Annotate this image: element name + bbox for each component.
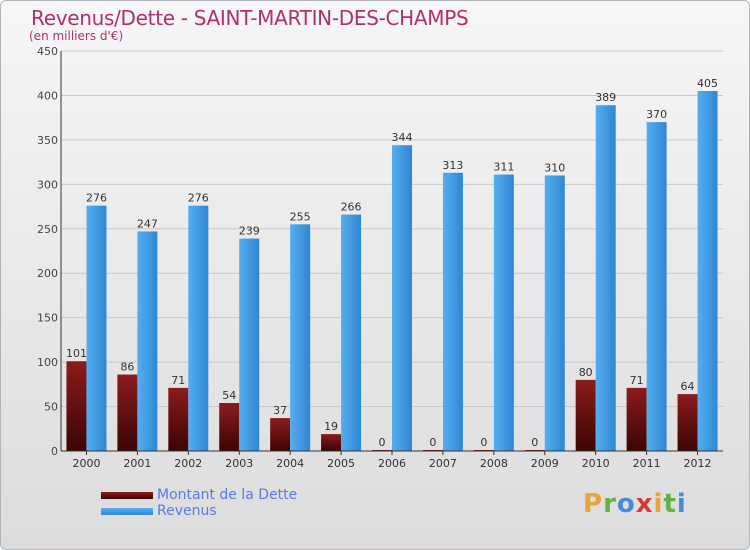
chart-subtitle: (en milliers d'€) (29, 29, 124, 43)
x-tick-label: 2002 (174, 457, 202, 470)
legend-label-debt: Montant de la Dette (157, 487, 298, 503)
data-label-debt: 71 (171, 374, 185, 387)
bar-revenue (188, 205, 209, 451)
x-tick-label: 2008 (480, 457, 508, 470)
legend-label-revenue: Revenus (157, 503, 217, 519)
bar-revenue (290, 224, 311, 451)
bar-debt (575, 379, 596, 451)
bar-revenue (86, 205, 107, 451)
y-tick-label: 150 (37, 312, 58, 325)
data-label-revenue: 266 (341, 201, 362, 214)
data-label-debt: 86 (120, 361, 134, 374)
bar-revenue (595, 105, 616, 451)
logo-letter: x (635, 489, 654, 519)
logo-letter: o (616, 489, 636, 519)
y-tick-label: 250 (37, 223, 58, 236)
data-label-revenue: 247 (137, 217, 158, 230)
x-tick-label: 2003 (225, 457, 253, 470)
data-label-revenue: 276 (86, 192, 107, 205)
bar-debt (626, 387, 647, 451)
bar-debt (321, 434, 342, 451)
x-tick-label: 2001 (123, 457, 151, 470)
x-tick-label: 2011 (633, 457, 661, 470)
x-tick-label: 2005 (327, 457, 355, 470)
y-tick-label: 50 (44, 401, 58, 414)
data-label-revenue: 370 (646, 108, 667, 121)
data-label-revenue: 255 (290, 210, 311, 223)
data-label-debt: 54 (222, 389, 236, 402)
data-label-revenue: 310 (544, 161, 565, 174)
logo-letter: t (663, 489, 677, 519)
bar-debt (168, 387, 189, 451)
logo-letter: i (676, 489, 687, 519)
y-tick-label: 400 (37, 89, 58, 102)
data-label-debt: 101 (66, 347, 87, 360)
bar-revenue (392, 145, 412, 451)
data-label-revenue: 313 (442, 159, 463, 172)
data-label-revenue: 344 (392, 131, 413, 144)
bar-revenue (239, 238, 260, 451)
bar-revenue (137, 231, 158, 451)
data-label-debt: 71 (630, 374, 644, 387)
y-tick-label: 0 (51, 445, 58, 458)
y-tick-label: 200 (37, 267, 58, 280)
y-tick-label: 100 (37, 356, 58, 369)
bar-debt (270, 418, 291, 451)
y-tick-label: 300 (37, 178, 58, 191)
data-label-debt: 0 (429, 436, 436, 449)
data-label-debt: 0 (480, 436, 487, 449)
data-label-debt: 0 (379, 436, 386, 449)
data-label-revenue: 389 (595, 91, 616, 104)
bar-revenue (442, 172, 463, 451)
y-tick-label: 450 (37, 45, 58, 58)
data-label-revenue: 311 (493, 161, 514, 174)
x-tick-label: 2004 (276, 457, 304, 470)
x-tick-label: 2012 (684, 457, 712, 470)
data-label-revenue: 239 (239, 225, 260, 238)
data-label-debt: 19 (324, 420, 338, 433)
bar-debt (117, 374, 138, 451)
bar-debt (677, 394, 698, 451)
logo-letter: i (653, 489, 664, 519)
legend-swatch-revenue (101, 508, 153, 515)
bar-revenue (493, 174, 514, 452)
legend-swatch-debt (101, 492, 153, 499)
data-label-debt: 37 (273, 404, 287, 417)
x-tick-label: 2009 (531, 457, 559, 470)
bar-debt (219, 403, 240, 451)
x-tick-label: 2010 (582, 457, 610, 470)
x-tick-label: 2000 (72, 457, 100, 470)
bar-revenue (341, 214, 362, 451)
x-tick-label: 2007 (429, 457, 457, 470)
bar-revenue (697, 91, 718, 451)
data-label-debt: 64 (681, 380, 695, 393)
data-label-revenue: 405 (697, 77, 718, 90)
logo-letter: r (603, 489, 617, 519)
bar-revenue (544, 175, 565, 451)
logo-letter: P (583, 489, 604, 519)
proxiti-logo: Proxiti (583, 489, 687, 519)
bar-debt (66, 361, 87, 451)
bar-revenue (646, 122, 667, 451)
data-label-revenue: 276 (188, 192, 209, 205)
data-label-debt: 0 (531, 436, 538, 449)
chart-title: Revenus/Dette - SAINT-MARTIN-DES-CHAMPS (31, 6, 469, 30)
x-tick-label: 2006 (378, 457, 406, 470)
y-tick-label: 350 (37, 134, 58, 147)
data-label-debt: 80 (579, 366, 593, 379)
